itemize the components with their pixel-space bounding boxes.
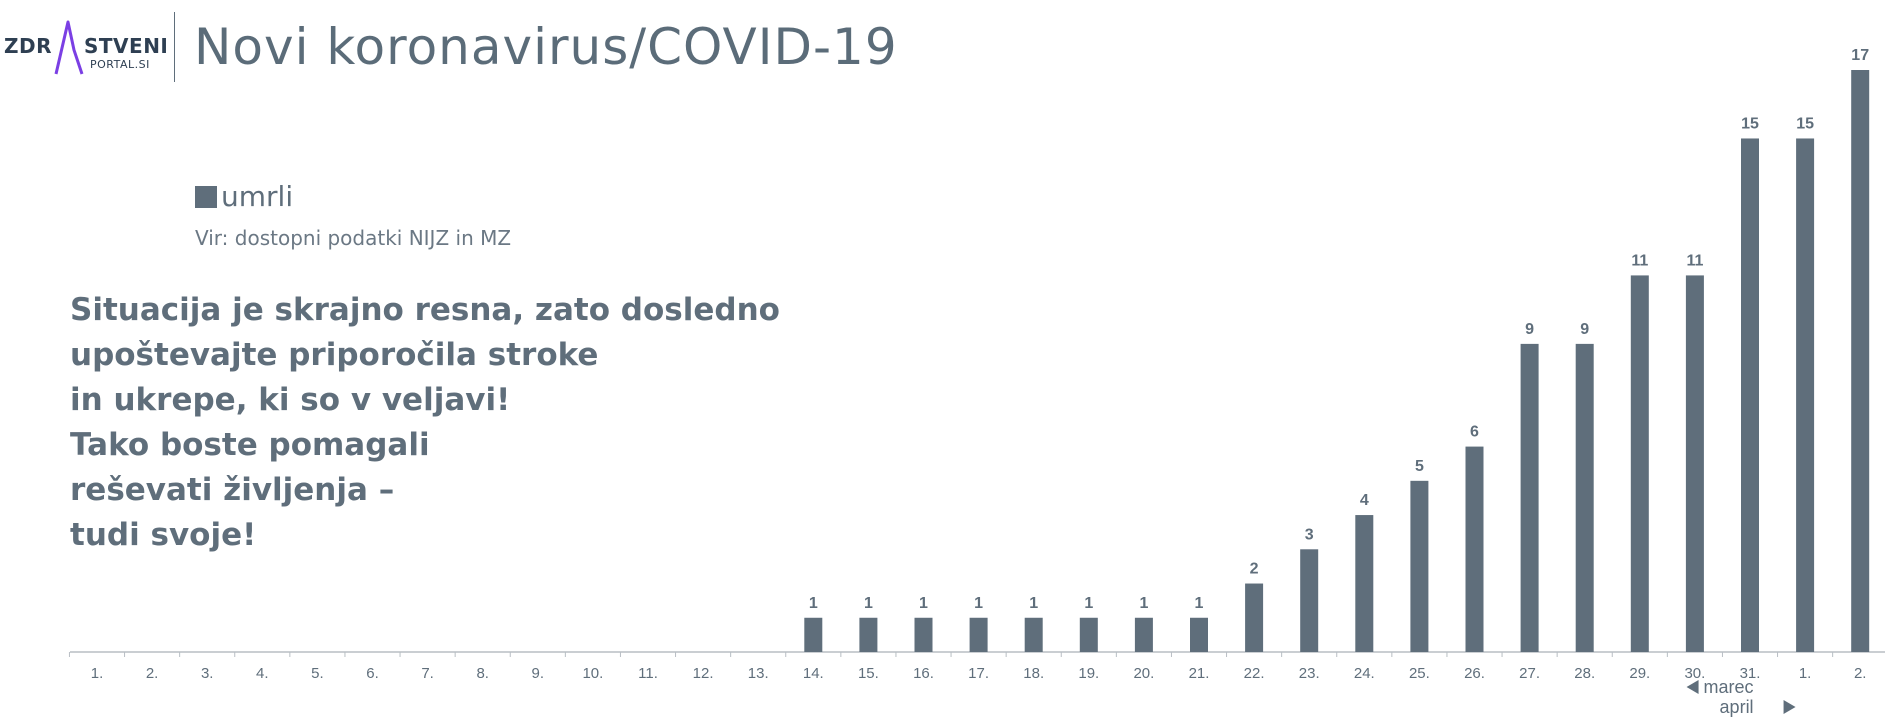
logo-heartbeat-icon [54, 20, 84, 75]
x-tick-label: 10. [582, 665, 603, 682]
bar-data-label: 9 [1525, 321, 1534, 338]
bar-data-label: 5 [1415, 458, 1424, 475]
bar [1520, 343, 1539, 652]
bar [1410, 480, 1429, 652]
bar-data-label: 1 [919, 595, 928, 612]
bar [1134, 617, 1153, 652]
arrow-left-icon [1686, 680, 1699, 694]
warning-message: Situacija je skrajno resna, zato dosledn… [70, 288, 870, 558]
message-line: Situacija je skrajno resna, zato dosledn… [70, 292, 780, 328]
logo-divider [174, 12, 175, 82]
x-tick-label: 14. [803, 665, 824, 682]
bar-data-label: 1 [974, 595, 983, 612]
x-tick-label: 17. [968, 665, 989, 682]
bar [1300, 549, 1319, 652]
logo-text-zdr: ZDR [4, 34, 53, 58]
bar-data-label: 1 [864, 595, 873, 612]
bar-data-label: 4 [1360, 492, 1369, 509]
x-tick-label: 31. [1740, 665, 1761, 682]
x-tick-label: 1. [1799, 665, 1812, 682]
bar [1190, 617, 1208, 652]
bar-data-label: 1 [1029, 595, 1038, 612]
x-tick-label: 27. [1519, 665, 1540, 682]
bar-data-label: 1 [1195, 595, 1204, 612]
bar-data-label: 3 [1305, 526, 1314, 543]
bar-data-label: 6 [1470, 424, 1479, 441]
logo: ZDR STVENI PORTAL.SI [2, 14, 172, 84]
x-tick-label: 1. [91, 665, 104, 682]
bar [1796, 138, 1815, 652]
bar-data-label: 11 [1686, 252, 1703, 269]
page-title: Novi koronavirus/COVID-19 [194, 18, 898, 76]
x-tick-label: 30. [1684, 665, 1705, 682]
bar-data-label: 1 [809, 595, 818, 612]
bar [859, 617, 878, 652]
month-label-previous: marec [1704, 677, 1754, 697]
x-tick-label: 16. [913, 665, 934, 682]
x-tick-label: 25. [1409, 665, 1430, 682]
bar [1355, 515, 1374, 652]
message-line: Tako boste pomagali [70, 427, 430, 463]
bar [1851, 70, 1870, 652]
arrow-right-icon [1783, 700, 1796, 714]
bar-data-label: 1 [1139, 595, 1148, 612]
bar-data-label: 11 [1631, 252, 1648, 269]
x-tick-label: 12. [693, 665, 714, 682]
message-line: tudi svoje! [70, 517, 257, 553]
bar-data-label: 9 [1580, 321, 1589, 338]
x-tick-label: 23. [1299, 665, 1320, 682]
x-tick-label: 2. [1854, 665, 1867, 682]
x-tick-label: 21. [1189, 665, 1210, 682]
bar [1741, 138, 1759, 652]
logo-text-stveni: STVENI [84, 34, 169, 58]
source-note: Vir: dostopni podatki NIJZ in MZ [195, 226, 512, 250]
x-tick-label: 22. [1244, 665, 1265, 682]
bar [1245, 583, 1264, 652]
legend-swatch [195, 185, 217, 208]
bar-data-label: 15 [1741, 115, 1759, 132]
message-line: in ukrepe, ki so v veljavi! [70, 382, 511, 418]
bar [1575, 343, 1594, 652]
bar [914, 617, 933, 652]
x-tick-label: 20. [1133, 665, 1154, 682]
legend-label: umrli [221, 180, 294, 213]
bar-data-label: 1 [1084, 595, 1093, 612]
x-tick-label: 24. [1354, 665, 1375, 682]
bar [1465, 446, 1484, 652]
x-tick-label: 3. [201, 665, 214, 682]
message-line: upoštevajte priporočila stroke [70, 337, 599, 373]
x-tick-label: 13. [748, 665, 769, 682]
x-tick-label: 2. [146, 665, 159, 682]
bar [1685, 275, 1704, 652]
logo-text-portal: PORTAL.SI [90, 58, 150, 71]
bar [969, 617, 988, 652]
x-tick-label: 4. [256, 665, 269, 682]
x-tick-label: 19. [1078, 665, 1099, 682]
x-tick-label: 7. [421, 665, 434, 682]
bar-data-label: 17 [1851, 47, 1869, 64]
x-tick-label: 29. [1629, 665, 1650, 682]
x-tick-label: 11. [638, 665, 658, 682]
x-tick-label: 26. [1464, 665, 1485, 682]
x-tick-label: 9. [532, 665, 545, 682]
x-tick-label: 28. [1574, 665, 1595, 682]
bar [1630, 275, 1649, 652]
bar [1079, 617, 1098, 652]
x-tick-label: 5. [311, 665, 324, 682]
x-tick-label: 8. [476, 665, 489, 682]
chart-legend: umrli [195, 180, 293, 213]
bar-data-label: 15 [1796, 115, 1814, 132]
x-tick-label: 18. [1023, 665, 1044, 682]
bar-data-label: 2 [1250, 561, 1259, 578]
bar [1024, 617, 1043, 652]
month-label-next: april [1720, 697, 1754, 717]
message-line: reševati življenja – [70, 472, 395, 508]
x-tick-label: 15. [858, 665, 879, 682]
bar [804, 617, 823, 652]
x-tick-label: 6. [366, 665, 379, 682]
